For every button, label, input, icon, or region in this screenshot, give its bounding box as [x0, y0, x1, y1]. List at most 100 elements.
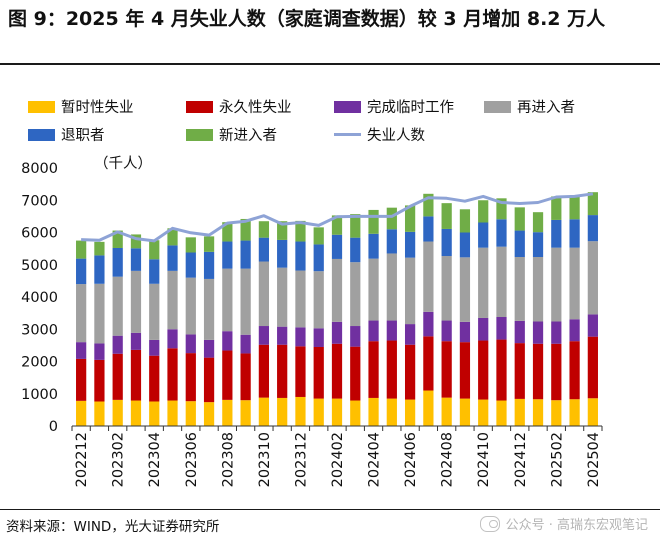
bar-segment-s1-202308 [222, 350, 233, 400]
bar-segment-s0-202406 [404, 399, 416, 426]
bar-segment-s4-202501 [532, 232, 544, 258]
unemployed-total-line [81, 192, 594, 243]
bar-segment-s1-202303 [130, 349, 142, 401]
bar-segment-s2-202405 [386, 320, 397, 341]
bar-segment-s5-202504 [587, 192, 598, 216]
bar-segment-s3-202402 [331, 258, 343, 322]
legend-swatch-permanent [186, 100, 213, 113]
bar-segment-s0-202304 [149, 401, 160, 426]
bar-segment-s3-202309 [240, 268, 251, 335]
y-tick-label: 6000 [21, 226, 58, 242]
legend-swatch-job-leavers [28, 128, 55, 141]
legend-item-permanent: 永久性失业 [186, 96, 292, 117]
bar-segment-s1-202212 [76, 358, 87, 401]
bar-segment-s0-202309 [240, 400, 251, 426]
bar-segment-s4-202301 [94, 255, 105, 284]
legend-item-unemployed-total: 失业人数 [334, 124, 425, 145]
bar-segment-s3-202405 [386, 253, 397, 321]
bar-segment-s3-202411 [496, 246, 507, 317]
bar-segment-s0-202306 [185, 401, 196, 426]
bar-segment-s4-202304 [149, 259, 160, 284]
legend-swatch-temporary [28, 100, 55, 113]
stacked-bar-chart: 0 1000 2000 3000 4000 5000 6000 7000 8000 202212… [21, 155, 603, 487]
bar-segment-s4-202401 [313, 244, 324, 272]
bar-segment-s5-202501 [532, 212, 544, 233]
bar-segment-s4-202411 [496, 219, 507, 247]
bar-group [76, 192, 598, 426]
bar-segment-s5-202309 [240, 218, 251, 241]
bar-segment-s1-202307 [203, 357, 215, 403]
bar-segment-s1-202310 [258, 344, 270, 398]
y-tick-label: 1000 [21, 387, 58, 403]
x-tick-label: 202502 [549, 432, 565, 487]
bar-segment-s3-202308 [222, 268, 233, 332]
bar-segment-s2-202212 [76, 342, 87, 359]
x-tick-label: 202304 [147, 432, 163, 487]
bar-segment-s4-202212 [76, 258, 87, 285]
bar-segment-s2-202502 [551, 321, 562, 344]
bar-segment-s0-202408 [441, 397, 452, 426]
bar-segment-s0-202502 [551, 400, 562, 426]
bar-segment-s2-202406 [404, 324, 416, 345]
y-tick-label: 5000 [21, 258, 58, 274]
bar-segment-s1-202412 [514, 343, 525, 399]
legend-swatch-new-entrants [186, 128, 213, 141]
x-tick-label: 202504 [586, 432, 602, 487]
legend-label-completed-temp: 完成临时工作 [367, 100, 454, 116]
bar-segment-s2-202311 [277, 326, 288, 345]
legend-swatch-reentrants [484, 100, 511, 113]
legend-item-reentrants: 再进入者 [484, 96, 575, 117]
bar-segment-s5-202302 [112, 230, 123, 248]
bar-segment-s3-202303 [130, 270, 142, 333]
bar-segment-s1-202411 [496, 339, 507, 401]
bar-segment-s0-202212 [76, 400, 87, 426]
bar-segment-s2-202302 [112, 335, 123, 354]
bar-segment-s4-202412 [514, 230, 525, 258]
bar-segment-s4-202410 [478, 222, 489, 248]
legend-swatch-completed-temp [334, 100, 361, 113]
bar-segment-s0-202411 [496, 400, 507, 426]
bar-segment-s5-202305 [167, 228, 178, 246]
bar-segment-s1-202306 [185, 353, 196, 402]
x-axis: 202212 202302 202304 202306 202308 202310 2023… [71, 425, 603, 487]
bar-segment-s1-202302 [112, 353, 123, 400]
bar-segment-s1-202309 [240, 353, 251, 401]
bar-segment-s2-202309 [240, 334, 251, 354]
bar-segment-s1-202404 [368, 341, 379, 398]
bar-segment-s5-202303 [130, 234, 142, 249]
bar-segment-s3-202310 [258, 261, 270, 327]
bar-segment-s2-202409 [459, 321, 471, 343]
bar-segment-s4-202409 [459, 232, 471, 258]
x-tick-label: 202402 [330, 432, 346, 487]
bar-segment-s4-202406 [404, 231, 416, 258]
source-note: 资料来源：WIND，光大证券研究所 [6, 519, 220, 535]
watermark-text: 公众号 · 高瑞东宏观笔记 [505, 518, 648, 533]
y-tick-label: 8000 [21, 161, 58, 177]
bar-segment-s5-202310 [258, 221, 270, 238]
bar-segment-s0-202412 [514, 398, 525, 426]
bar-segment-s1-202403 [350, 346, 361, 401]
bar-segment-s4-202402 [331, 234, 343, 259]
bar-segment-s4-202405 [386, 229, 397, 254]
y-tick-label: 7000 [21, 193, 58, 209]
bar-segment-s5-202312 [295, 220, 306, 242]
bar-segment-s1-202402 [331, 343, 343, 399]
bar-segment-s3-202403 [350, 262, 361, 327]
bar-segment-s2-202310 [258, 326, 270, 345]
x-tick-label: 202406 [403, 432, 419, 487]
bar-segment-s5-202502 [551, 196, 562, 220]
bar-segment-s3-202408 [441, 256, 452, 321]
bar-segment-s4-202306 [185, 252, 196, 278]
bar-segment-s0-202504 [587, 398, 598, 426]
bar-segment-s1-202405 [386, 340, 397, 399]
bar-segment-s1-202311 [277, 344, 288, 398]
title-divider [0, 63, 660, 65]
bar-segment-s0-202401 [313, 398, 324, 426]
bar-segment-s0-202407 [423, 390, 434, 426]
bar-segment-s4-202403 [350, 237, 361, 263]
bar-segment-s2-202301 [94, 343, 105, 360]
bar-segment-s2-202402 [331, 321, 343, 344]
bar-segment-s2-202503 [569, 319, 580, 342]
bar-segment-s4-202308 [222, 241, 233, 269]
bar-segment-s5-202503 [569, 196, 580, 220]
